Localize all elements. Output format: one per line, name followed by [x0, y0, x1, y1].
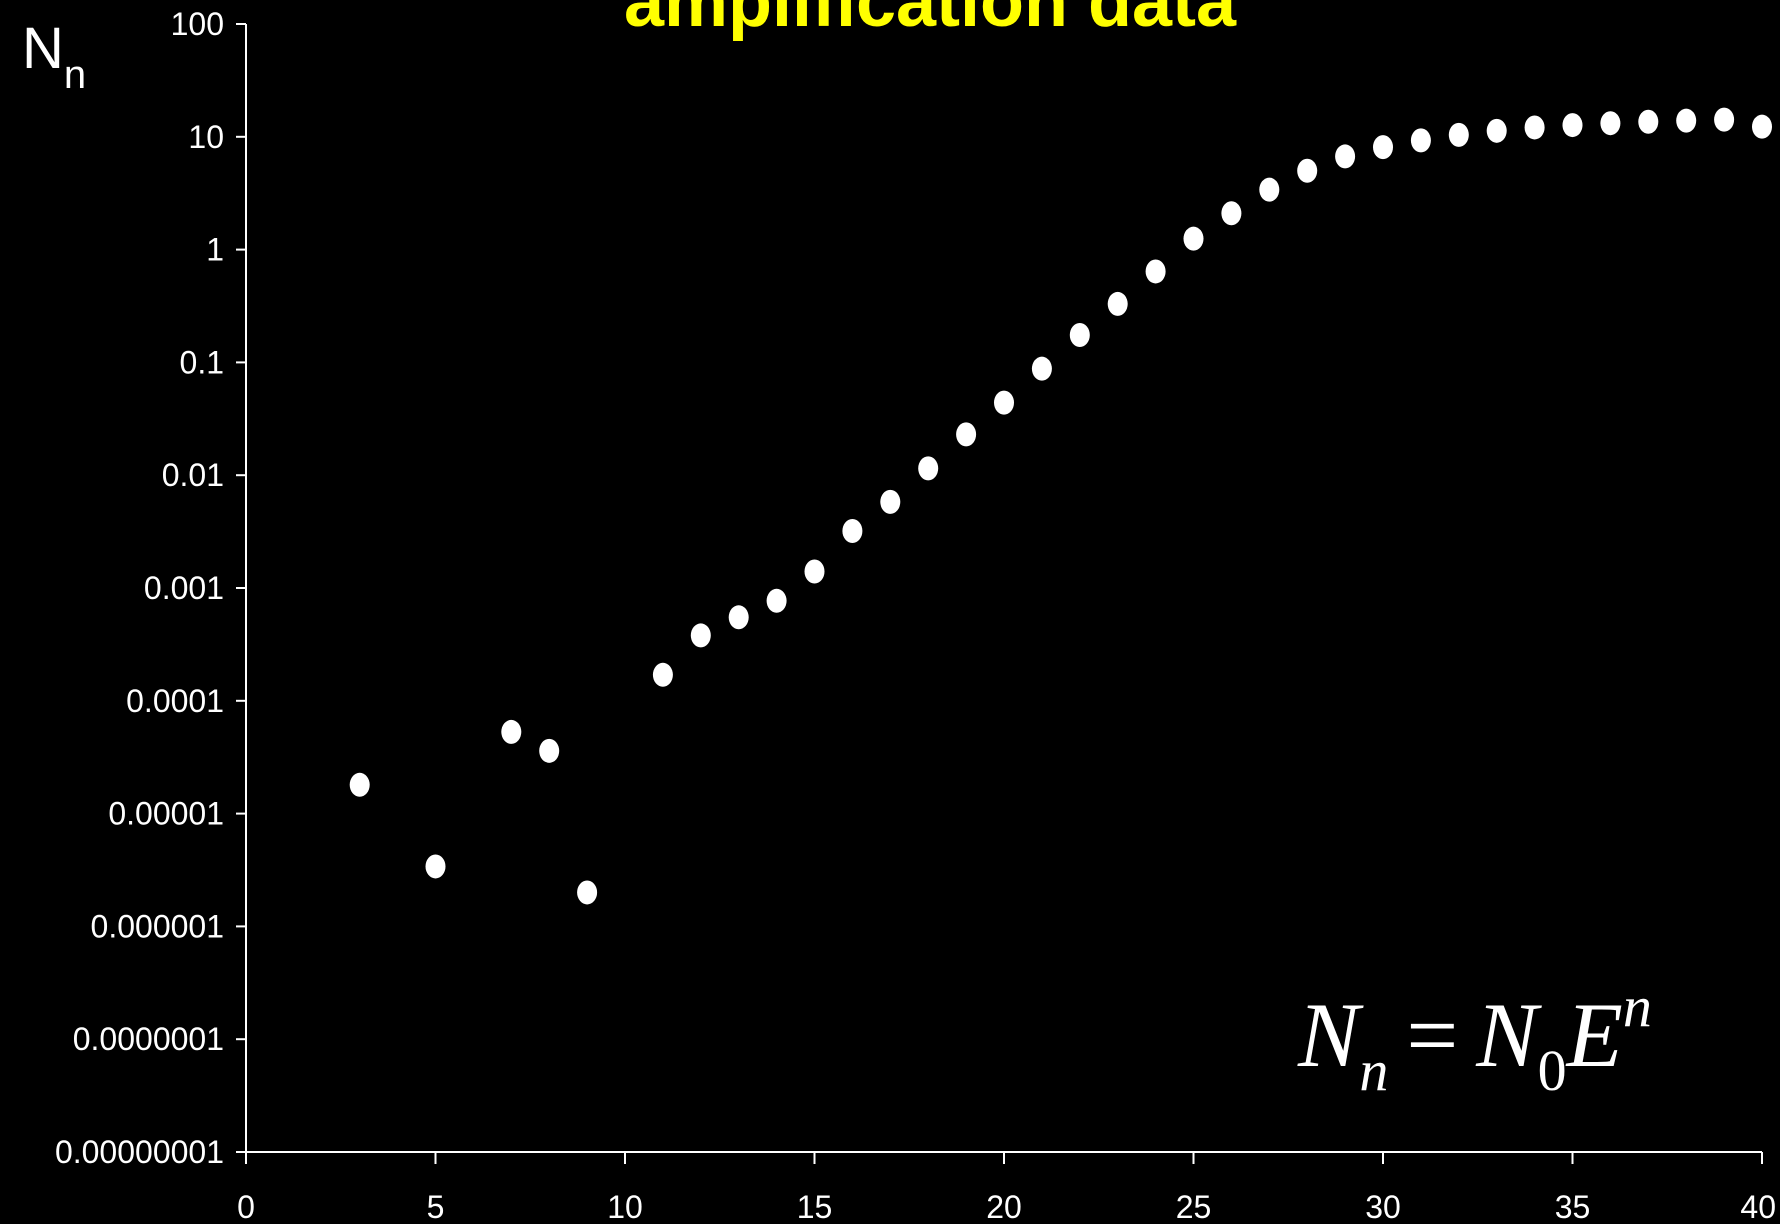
data-point: [1714, 107, 1735, 132]
data-point: [1562, 113, 1583, 138]
data-point: [766, 588, 787, 613]
data-point: [1107, 291, 1128, 316]
formula-rhs-variable: E: [1565, 984, 1623, 1086]
y-tick-label: 0.01: [162, 457, 224, 493]
y-tick-label: 0.00001: [108, 796, 224, 832]
y-tick-label: 1: [206, 232, 224, 268]
data-point: [880, 489, 901, 514]
formula-base-subscript: n: [1359, 1038, 1388, 1103]
data-point: [1638, 109, 1659, 134]
y-ticks: 100 10 1 0.1 0.01 0.001 0.0001 0.00001 0.000001 0…: [55, 6, 246, 1170]
y-tick-label: 0.0000001: [73, 1021, 224, 1057]
formula-equals: =: [1406, 984, 1458, 1086]
x-tick-label: 0: [237, 1189, 255, 1224]
x-tick-label: 15: [797, 1189, 833, 1224]
data-point: [349, 772, 370, 797]
data-point: [1524, 115, 1545, 140]
data-point: [1676, 108, 1697, 133]
data-point: [501, 719, 522, 744]
x-tick-label: 20: [986, 1189, 1022, 1224]
x-tick-label: 25: [1176, 1189, 1212, 1224]
data-point: [1069, 322, 1090, 347]
data-point: [539, 738, 560, 763]
y-tick-label: 10: [188, 119, 224, 155]
data-point: [1335, 144, 1356, 169]
y-axis-label-base: N: [22, 16, 64, 81]
data-point: [728, 605, 749, 630]
data-point: [1297, 158, 1318, 183]
data-point: [918, 456, 939, 481]
data-point: [1752, 114, 1772, 139]
x-tick-label: 10: [607, 1189, 643, 1224]
data-point: [1259, 177, 1280, 202]
formula: Nn = N0En: [1297, 974, 1652, 1103]
data-point: [1448, 122, 1469, 147]
y-axis-label-subscript: n: [64, 53, 86, 97]
y-tick-label: 0.0001: [126, 683, 224, 719]
formula-rhs-base: N: [1475, 984, 1542, 1086]
data-point: [1221, 201, 1242, 226]
chart-title: amplification data: [624, 0, 1237, 42]
data-point: [1600, 111, 1621, 136]
data-points: [349, 107, 1772, 905]
y-axis-label: Nn: [22, 16, 86, 97]
data-point: [994, 390, 1014, 415]
x-ticks: 0 5 10 15 20 25 30 35 40: [237, 1152, 1776, 1224]
y-tick-label: 0.00000001: [55, 1134, 224, 1170]
y-tick-label: 100: [171, 6, 224, 42]
data-point: [1373, 135, 1393, 160]
data-point: [1031, 356, 1052, 381]
x-tick-label: 40: [1740, 1189, 1776, 1224]
x-tick-label: 35: [1555, 1189, 1591, 1224]
data-point: [804, 559, 825, 584]
data-point: [1486, 118, 1507, 143]
data-point: [1145, 259, 1166, 284]
x-tick-label: 5: [427, 1189, 445, 1224]
y-tick-label: 0.1: [180, 344, 224, 380]
data-point: [577, 880, 598, 905]
data-point: [652, 662, 673, 687]
formula-rhs-subscript: 0: [1538, 1038, 1567, 1103]
data-point: [690, 623, 711, 648]
y-tick-label: 0.001: [144, 570, 224, 606]
data-point: [1183, 226, 1204, 251]
y-tick-label: 0.000001: [91, 908, 224, 944]
data-point: [842, 519, 863, 544]
x-tick-label: 30: [1365, 1189, 1401, 1224]
data-point: [1410, 128, 1431, 153]
formula-rhs-superscript: n: [1623, 974, 1652, 1039]
data-point: [956, 422, 977, 447]
data-point: [425, 854, 446, 879]
formula-base: N: [1297, 984, 1364, 1086]
